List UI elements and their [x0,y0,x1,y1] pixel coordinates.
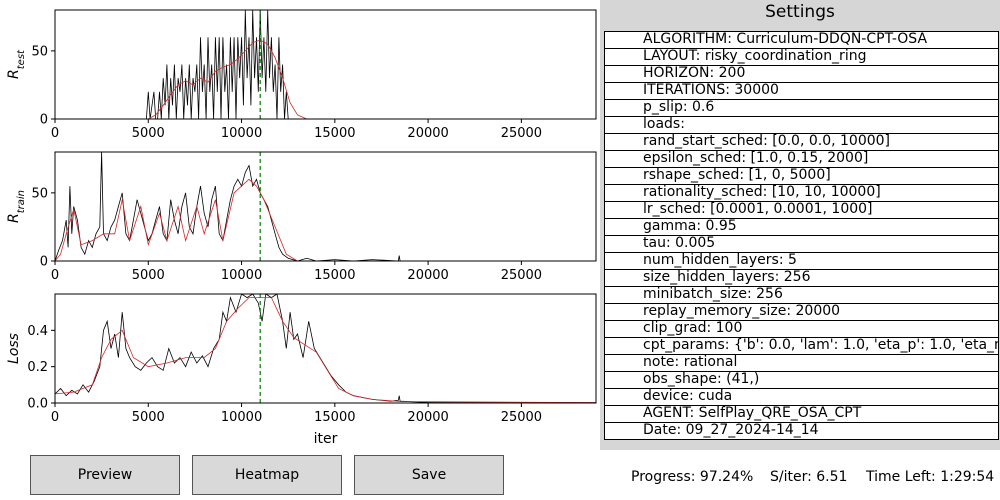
plot-area [55,10,596,119]
x-tick-label: 0 [51,126,59,141]
settings-item: loads: [604,116,999,133]
settings-item: device: cuda [604,388,999,405]
x-tick-label: 25000 [501,126,542,141]
plot-area [55,294,596,403]
settings-item: rand_start_sched: [0.0, 0.0, 10000] [604,133,999,150]
y-tick-label: 0 [40,113,48,128]
x-tick-label: 15000 [314,126,355,141]
settings-item: minibatch_size: 256 [604,286,999,303]
settings-item: epsilon_sched: [1.0, 0.15, 2000] [604,150,999,167]
heatmap-button[interactable]: Heatmap [192,455,342,495]
x-axis-label: iter [314,431,338,447]
x-tick-label: 10000 [221,268,262,283]
settings-item: rshape_sched: [1, 0, 5000] [604,167,999,184]
settings-item: lr_sched: [0.0001, 0.0001, 1000] [604,201,999,218]
axes-frame [54,151,597,262]
settings-item: AGENT: SelfPlay_QRE_OSA_CPT [604,405,999,422]
series-raw [55,10,596,119]
reward-test-chart: 0 5000 10000 15000 20000 25000 0 50 Rtest [6,9,597,141]
x-tick-label: 25000 [501,268,542,283]
series-smoothed [55,39,596,119]
settings-item: tau: 0.005 [604,235,999,252]
settings-item: replay_memory_size: 20000 [604,303,999,320]
y-tick-label: 0.2 [27,360,48,375]
y-tick-label: 0 [40,255,48,270]
settings-item: HORIZON: 200 [604,65,999,82]
axes-frame [54,293,597,404]
y-axis-label: Rtest [6,49,27,79]
settings-item: rationality_sched: [10, 10, 10000] [604,184,999,201]
settings-item: clip_grad: 100 [604,320,999,337]
settings-item: gamma: 0.95 [604,218,999,235]
settings-panel: Settings ALGORITHM: Curriculum-DDQN-CPT-… [600,0,1000,450]
x-tick-label: 20000 [407,268,448,283]
x-tick-label: 25000 [501,410,542,425]
settings-item: size_hidden_layers: 256 [604,269,999,286]
y-tick-label: 50 [31,186,48,201]
reward-train-chart: 0 5000 10000 15000 20000 25000 0 50 Rtrain [6,151,597,283]
save-button[interactable]: Save [354,455,504,495]
x-tick-label: 20000 [407,410,448,425]
x-tick-label: 15000 [314,268,355,283]
x-tick-label: 5000 [132,268,165,283]
settings-item: Date: 09_27_2024-14_14 [604,422,999,440]
x-tick-label: 20000 [407,126,448,141]
preview-button[interactable]: Preview [30,455,180,495]
seconds-per-iter-text: S/iter: 6.51 [770,469,848,485]
x-tick-label: 5000 [132,410,165,425]
settings-item: ITERATIONS: 30000 [604,82,999,99]
x-tick-label: 0 [51,410,59,425]
loss-chart: 0 5000 10000 15000 20000 25000 0.0 0.2 0.4 Loss it… [6,293,597,447]
progress-text: Progress: 97.24% [631,469,754,485]
settings-list: ALGORITHM: Curriculum-DDQN-CPT-OSA LAYOUT… [604,31,999,440]
x-tick-label: 0 [51,268,59,283]
settings-item: obs_shape: (41,) [604,371,999,388]
series-raw [55,152,596,261]
settings-title: Settings [765,2,835,22]
y-tick-label: 0.0 [27,397,48,412]
x-tick-label: 10000 [221,410,262,425]
settings-item: p_slip: 0.6 [604,99,999,116]
y-axis-label: Loss [6,333,22,364]
settings-item: LAYOUT: risky_coordination_ring [604,48,999,65]
y-tick-label: 50 [31,44,48,59]
settings-item: ALGORITHM: Curriculum-DDQN-CPT-OSA [604,31,999,48]
time-left-text: Time Left: 1:29:54 [866,469,995,485]
plot-area [55,152,596,261]
settings-item: cpt_params: {'b': 0.0, 'lam': 1.0, 'eta_… [604,337,999,354]
x-tick-label: 10000 [221,126,262,141]
settings-item: num_hidden_layers: 5 [604,252,999,269]
axes-frame [54,9,597,120]
x-tick-label: 5000 [132,126,165,141]
y-axis-label: Rtrain [6,190,27,223]
x-tick-label: 15000 [314,410,355,425]
y-tick-label: 0.4 [27,324,48,339]
settings-item: note: rational [604,354,999,371]
series-smoothed [55,297,596,403]
series-smoothed [55,178,596,261]
